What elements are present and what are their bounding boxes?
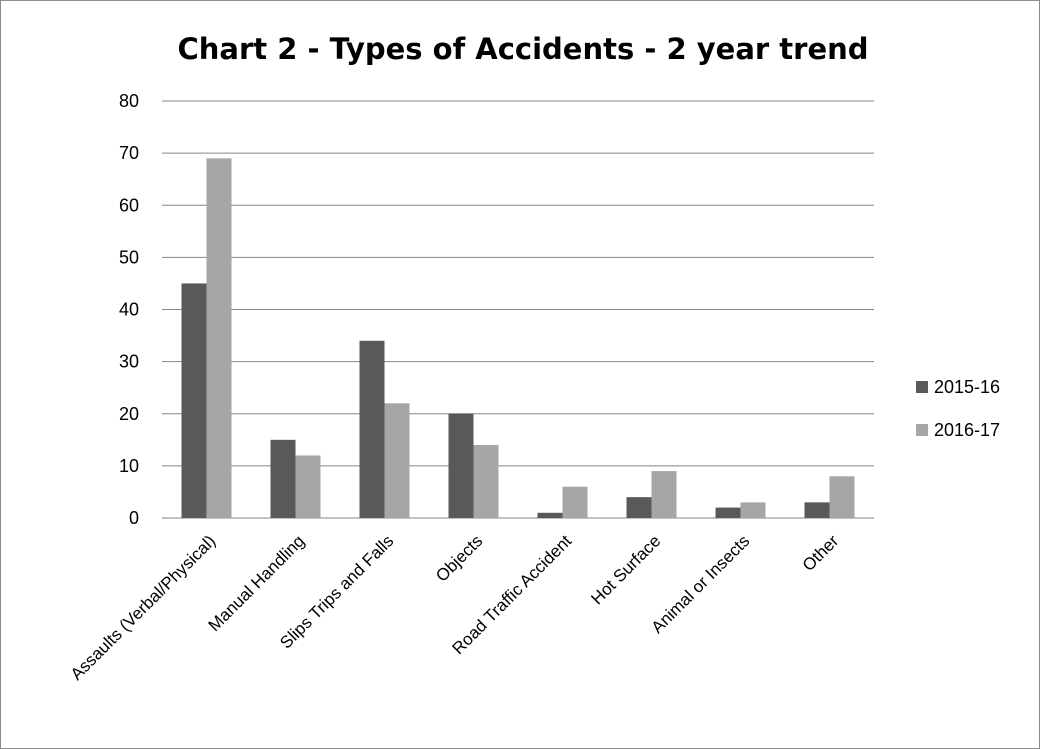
bar-2016-17-6 xyxy=(740,502,766,518)
bar-2016-17-3 xyxy=(473,445,499,518)
legend-swatch xyxy=(916,424,928,436)
x-tick-label: Animal or Insects xyxy=(648,531,754,637)
bars xyxy=(181,158,855,518)
legend-swatch xyxy=(916,381,928,393)
bar-2015-16-0 xyxy=(181,283,207,518)
bar-2015-16-3 xyxy=(448,413,474,518)
y-tick-label: 40 xyxy=(119,300,139,320)
bar-2016-17-0 xyxy=(206,158,232,518)
bar-2016-17-2 xyxy=(384,403,410,518)
legend-label: 2016-17 xyxy=(934,420,1000,440)
bar-2016-17-7 xyxy=(829,476,855,518)
bar-2015-16-1 xyxy=(270,439,296,518)
y-tick-label: 0 xyxy=(129,508,139,528)
y-tick-label: 20 xyxy=(119,404,139,424)
bar-2015-16-4 xyxy=(537,512,563,518)
y-tick-label: 80 xyxy=(119,91,139,111)
x-tick-label: Manual Handling xyxy=(205,531,309,635)
x-tick-label: Assaults (Verbal/Physical) xyxy=(67,531,219,683)
x-tick-label: Objects xyxy=(432,531,486,585)
bar-2015-16-5 xyxy=(626,497,652,518)
bar-2016-17-5 xyxy=(651,471,677,518)
x-axis: Assaults (Verbal/Physical)Manual Handlin… xyxy=(67,531,843,684)
y-tick-label: 10 xyxy=(119,456,139,476)
y-tick-label: 30 xyxy=(119,352,139,372)
gridlines xyxy=(162,100,874,519)
y-axis: 0 10 20 30 40 50 60 70 80 xyxy=(119,91,139,528)
bar-2016-17-1 xyxy=(295,455,321,518)
bar-2015-16-7 xyxy=(804,502,830,518)
bar-2015-16-6 xyxy=(715,507,741,518)
y-tick-label: 70 xyxy=(119,143,139,163)
y-tick-label: 60 xyxy=(119,195,139,215)
bar-2015-16-2 xyxy=(359,340,385,518)
legend-label: 2015-16 xyxy=(934,377,1000,397)
y-tick-label: 50 xyxy=(119,247,139,267)
x-tick-label: Other xyxy=(799,531,843,575)
chart-title: Chart 2 - Types of Accidents - 2 year tr… xyxy=(177,32,868,66)
x-tick-label: Hot Surface xyxy=(587,531,664,608)
bar-2016-17-4 xyxy=(562,486,588,518)
legend: 2015-16 2016-17 xyxy=(916,377,1000,440)
